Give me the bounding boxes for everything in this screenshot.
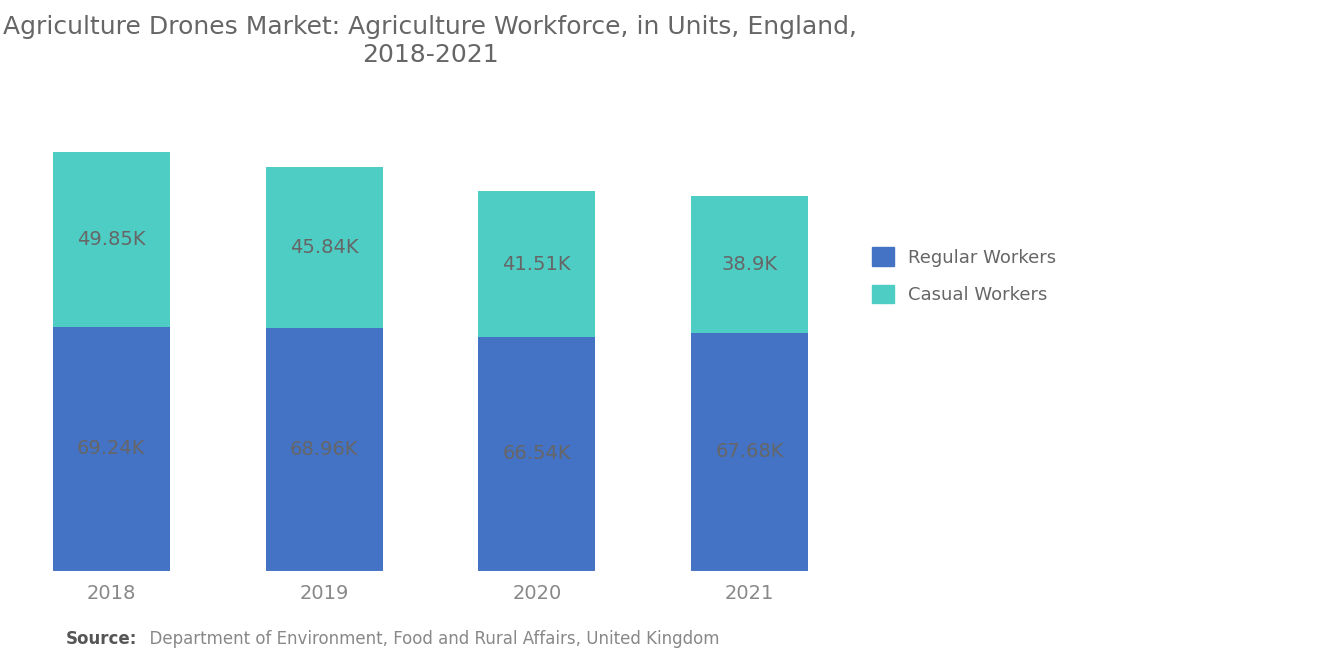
Title: Agriculture Drones Market: Agriculture Workforce, in Units, England,
2018-2021: Agriculture Drones Market: Agriculture W… (4, 15, 858, 66)
Text: Source:: Source: (66, 630, 137, 648)
Text: 45.84K: 45.84K (290, 239, 358, 257)
Text: 38.9K: 38.9K (722, 255, 777, 274)
Bar (53, 327, 170, 571)
Text: 49.85K: 49.85K (77, 230, 145, 249)
Bar (478, 337, 595, 571)
Bar (692, 196, 808, 333)
Legend: Regular Workers, Casual Workers: Regular Workers, Casual Workers (863, 238, 1065, 313)
Text: 69.24K: 69.24K (77, 440, 145, 458)
Text: 41.51K: 41.51K (503, 255, 572, 273)
Text: 66.54K: 66.54K (503, 444, 572, 464)
Text: Department of Environment, Food and Rural Affairs, United Kingdom: Department of Environment, Food and Rura… (139, 630, 719, 648)
Text: 67.68K: 67.68K (715, 442, 784, 462)
Text: 68.96K: 68.96K (290, 440, 358, 459)
Bar (53, 152, 170, 327)
Bar (692, 333, 808, 571)
Bar (265, 168, 383, 329)
Bar (478, 191, 595, 337)
Bar (265, 329, 383, 571)
